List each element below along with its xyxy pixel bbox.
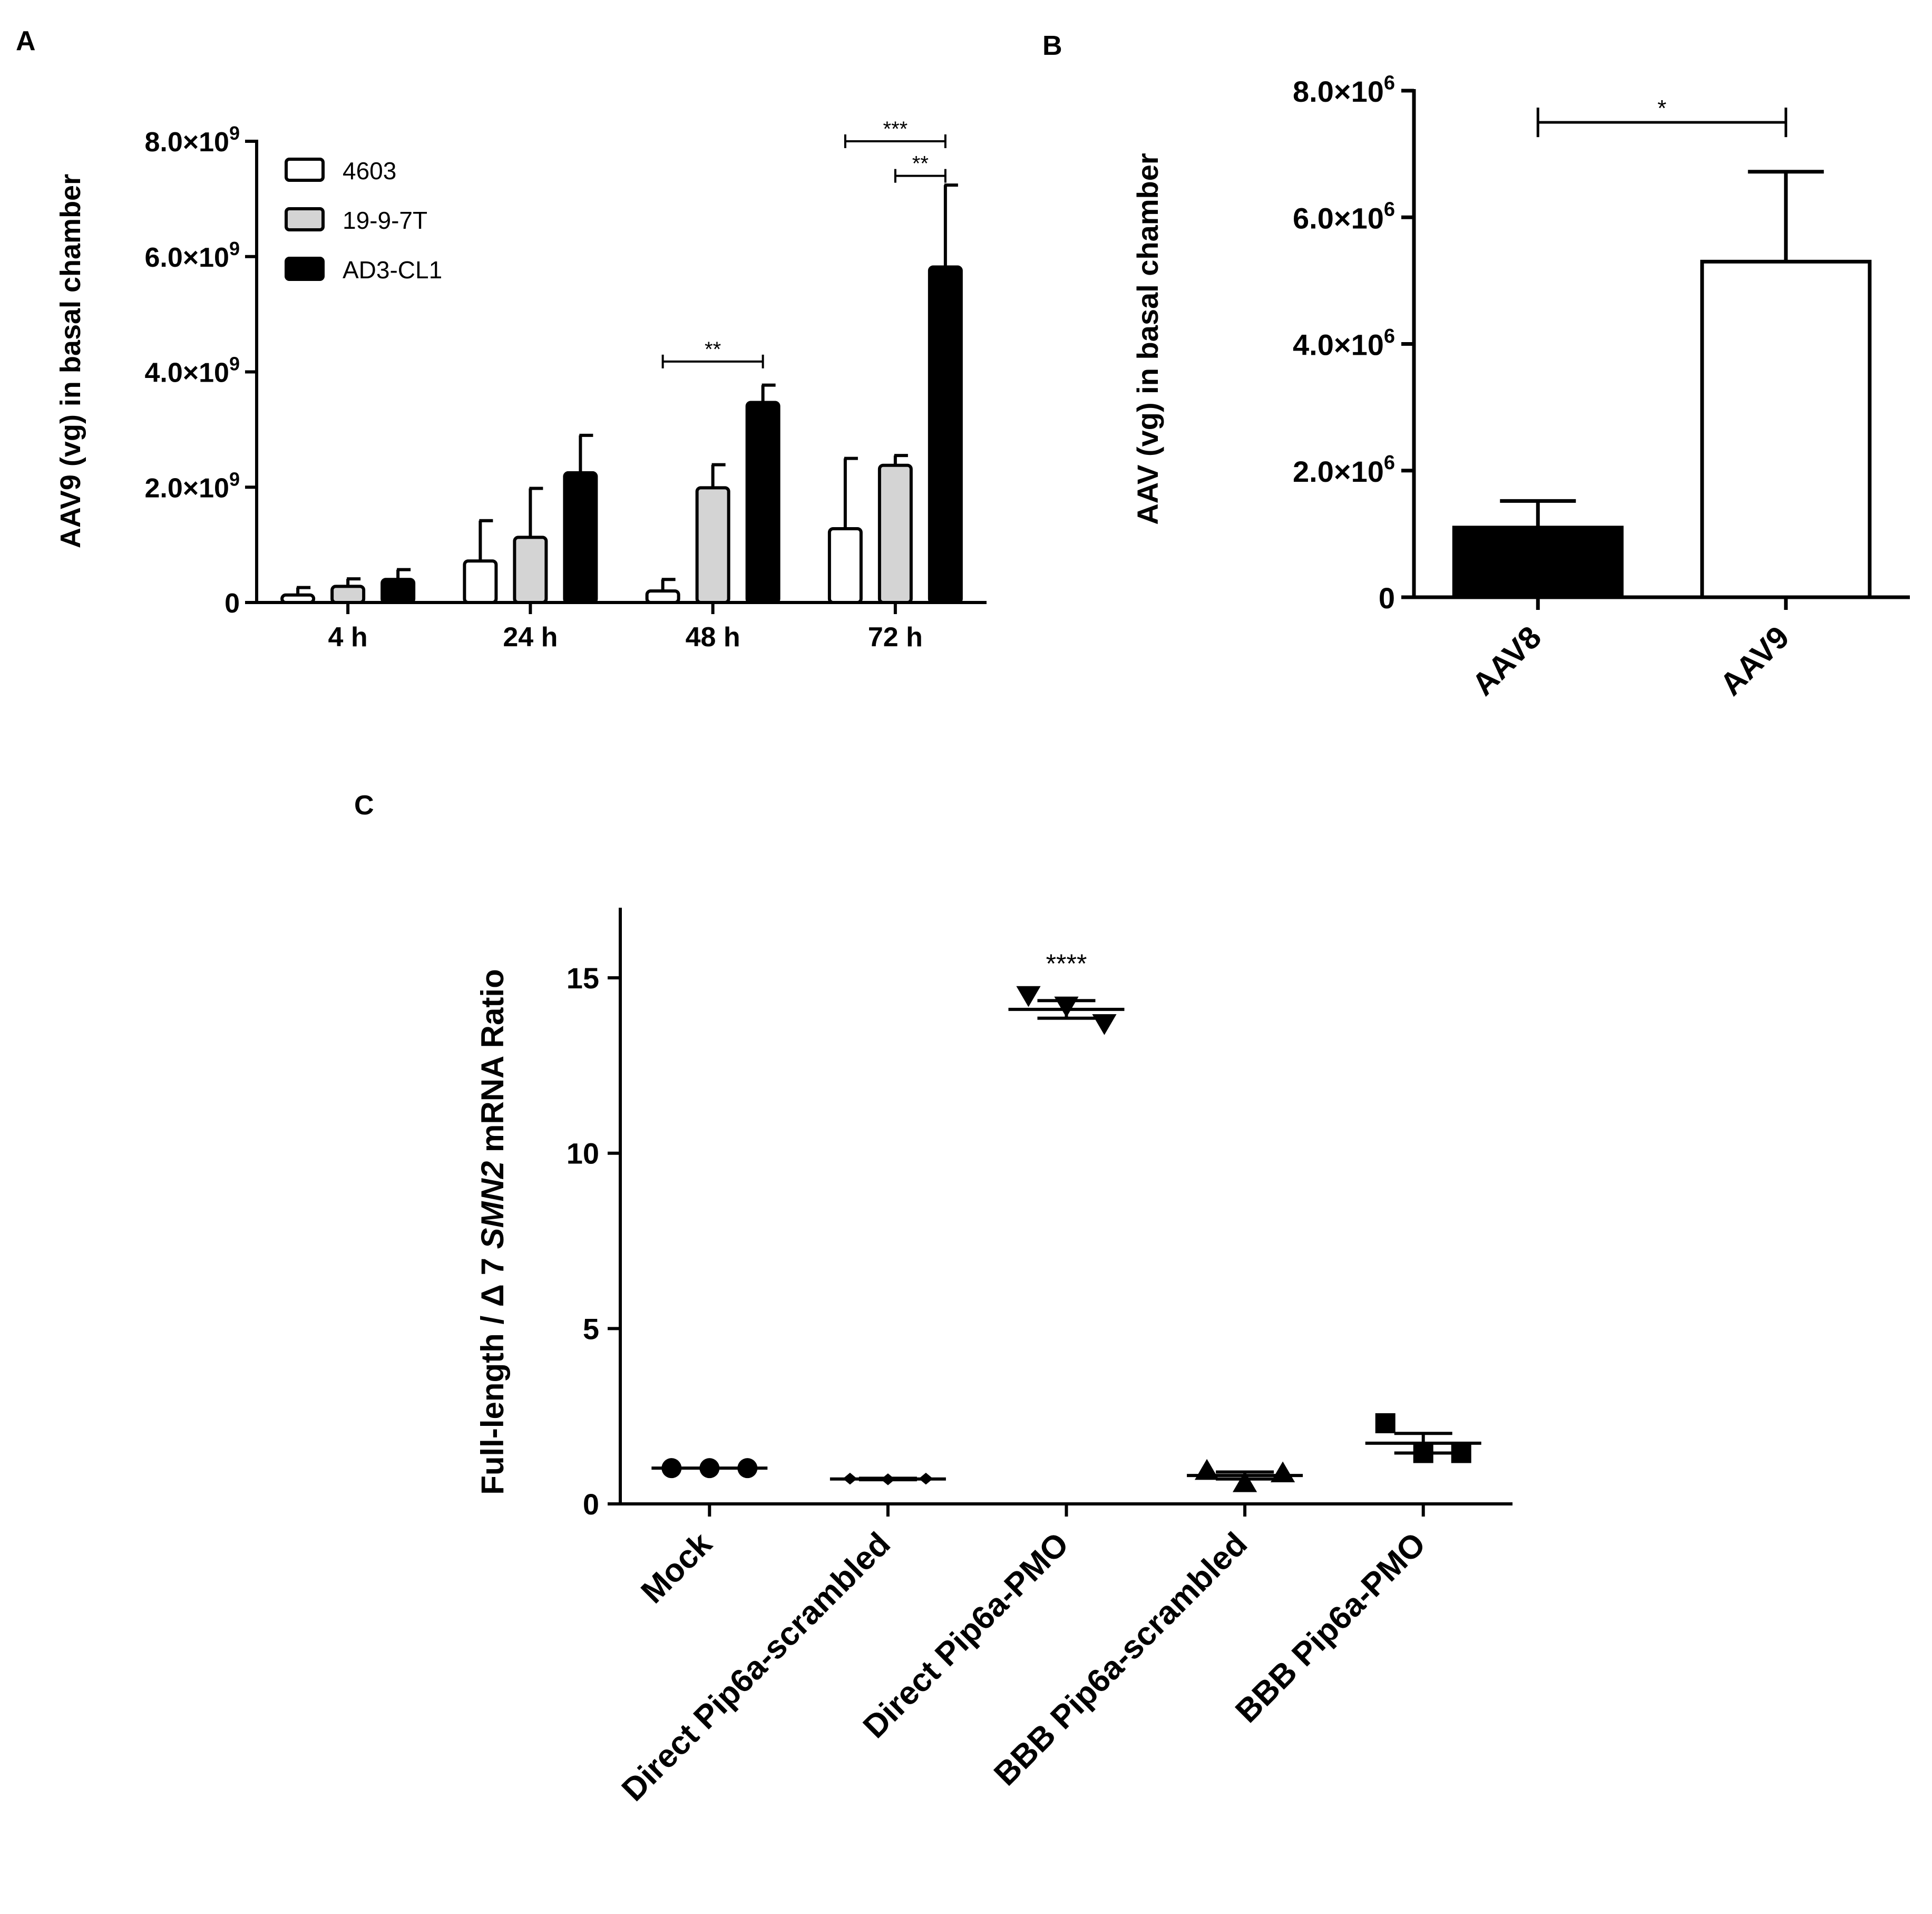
chart-b-x-tick-label: AAV8	[1465, 619, 1548, 702]
chart-a-bar	[695, 486, 730, 604]
chart-a-bar	[513, 536, 548, 604]
chart-b-bars	[1452, 170, 1872, 599]
chart-a-bar	[463, 559, 498, 604]
chart-c-y-axis-label-part: SMN2	[475, 1161, 510, 1249]
chart-a-bar	[645, 589, 680, 604]
chart-a-bar	[745, 401, 780, 604]
chart-c-annotations: ****	[1046, 949, 1087, 978]
chart-c-significance-label: ****	[1046, 949, 1087, 978]
chart-c-y-tick-label: 0	[583, 1488, 599, 1521]
chart-a-legend-swatch	[285, 257, 325, 281]
panel-label-a: A	[16, 26, 36, 56]
chart-c-y-axis-label-part: mRNA Ratio	[475, 969, 510, 1161]
chart-a-bar	[877, 463, 913, 604]
chart-a-significance-label: ***	[883, 118, 908, 141]
chart-b-bar	[1452, 526, 1624, 599]
chart-a-bar	[563, 471, 598, 604]
chart-a-y-tick-label: 0	[225, 588, 240, 619]
chart-a-axes	[245, 140, 987, 614]
chart-c-y-tick-label: 15	[567, 961, 599, 995]
chart-b-bar	[1700, 259, 1872, 599]
chart-c-point	[1016, 986, 1041, 1007]
chart-b-significance-label: *	[1657, 95, 1666, 121]
chart-a-y-tick-label: 6.0×109	[144, 238, 240, 273]
chart-c-y-axis-label: Full-length / Δ 7 SMN2 mRNA Ratio	[475, 969, 510, 1495]
chart-c-y-axis-label-part: Full-length /	[475, 1307, 510, 1495]
chart-a-significance-label: **	[912, 152, 929, 176]
chart-c-point	[1271, 1461, 1295, 1483]
chart-c-point	[1451, 1443, 1471, 1463]
chart-a-legend-label: 4603	[343, 157, 396, 184]
chart-a-legend-swatch	[285, 207, 325, 231]
chart-a-legend-swatch	[285, 158, 325, 182]
chart-a-x-tick-label: 72 h	[868, 622, 923, 653]
chart-b-y-tick-label: 6.0×106	[1293, 199, 1395, 235]
chart-a-bar	[827, 527, 863, 604]
chart-a-bars	[280, 183, 963, 604]
chart-a-significance-label: **	[705, 338, 721, 361]
chart-c-axes	[608, 908, 1513, 1517]
chart-c-points	[651, 986, 1481, 1492]
chart-b-y-axis-label: AAV (vg) in basal chamber	[1131, 153, 1164, 524]
panel-label-c: C	[354, 790, 374, 821]
chart-a-bar	[280, 593, 316, 604]
chart-a-y-tick-label: 8.0×109	[144, 122, 240, 158]
panel-label-b: B	[1042, 31, 1062, 61]
chart-b-annotations: *	[1536, 95, 1788, 138]
chart-a-bar	[380, 578, 416, 604]
chart-a-bar	[928, 265, 963, 604]
chart-c-x-tick-label: Mock	[634, 1526, 719, 1610]
chart-c-point	[1375, 1413, 1396, 1433]
chart-a: 0 2.0×109 4.0×109 6.0×109 8.0×109 4 h 24 h 48 h…	[55, 118, 987, 653]
chart-a-ticks: 0 2.0×109 4.0×109 6.0×109 8.0×109 4 h 24 h 48 h…	[144, 122, 922, 653]
chart-c-y-tick-label: 5	[583, 1312, 599, 1345]
chart-c-y-tick-label: 10	[567, 1137, 599, 1170]
chart-a-x-tick-label: 24 h	[503, 622, 558, 653]
chart-a-legend-label: 19-9-7T	[343, 207, 427, 234]
chart-a-annotations: *******	[661, 118, 947, 368]
chart-b-y-tick-label: 4.0×106	[1293, 325, 1395, 362]
chart-c-point	[1233, 1471, 1257, 1492]
chart-b-y-tick-label: 0	[1379, 581, 1395, 615]
chart-a-bar	[330, 585, 366, 604]
chart-b-y-tick-label: 2.0×106	[1293, 452, 1395, 488]
chart-b-x-tick-label: AAV9	[1713, 619, 1796, 702]
chart-a-legend: 4603 19-9-7T AD3-CL1	[285, 157, 442, 284]
chart-c-point	[1092, 1014, 1117, 1035]
chart-a-y-tick-label: 2.0×109	[144, 468, 240, 503]
chart-a-x-tick-label: 48 h	[686, 622, 740, 653]
chart-c-y-axis-label-part: Δ	[475, 1284, 510, 1307]
chart-a-x-tick-label: 4 h	[328, 622, 368, 653]
chart-a-y-tick-label: 4.0×109	[144, 353, 240, 388]
chart-c-x-tick-label: BBB Pip6a-PMO	[1228, 1526, 1432, 1730]
chart-c-y-axis-label-part: 7	[475, 1249, 510, 1284]
chart-a-legend-label: AD3-CL1	[343, 256, 442, 284]
chart-b-y-tick-label: 8.0×106	[1293, 72, 1395, 108]
chart-a-y-axis-label: AAV9 (vg) in basal chamber	[55, 174, 86, 548]
